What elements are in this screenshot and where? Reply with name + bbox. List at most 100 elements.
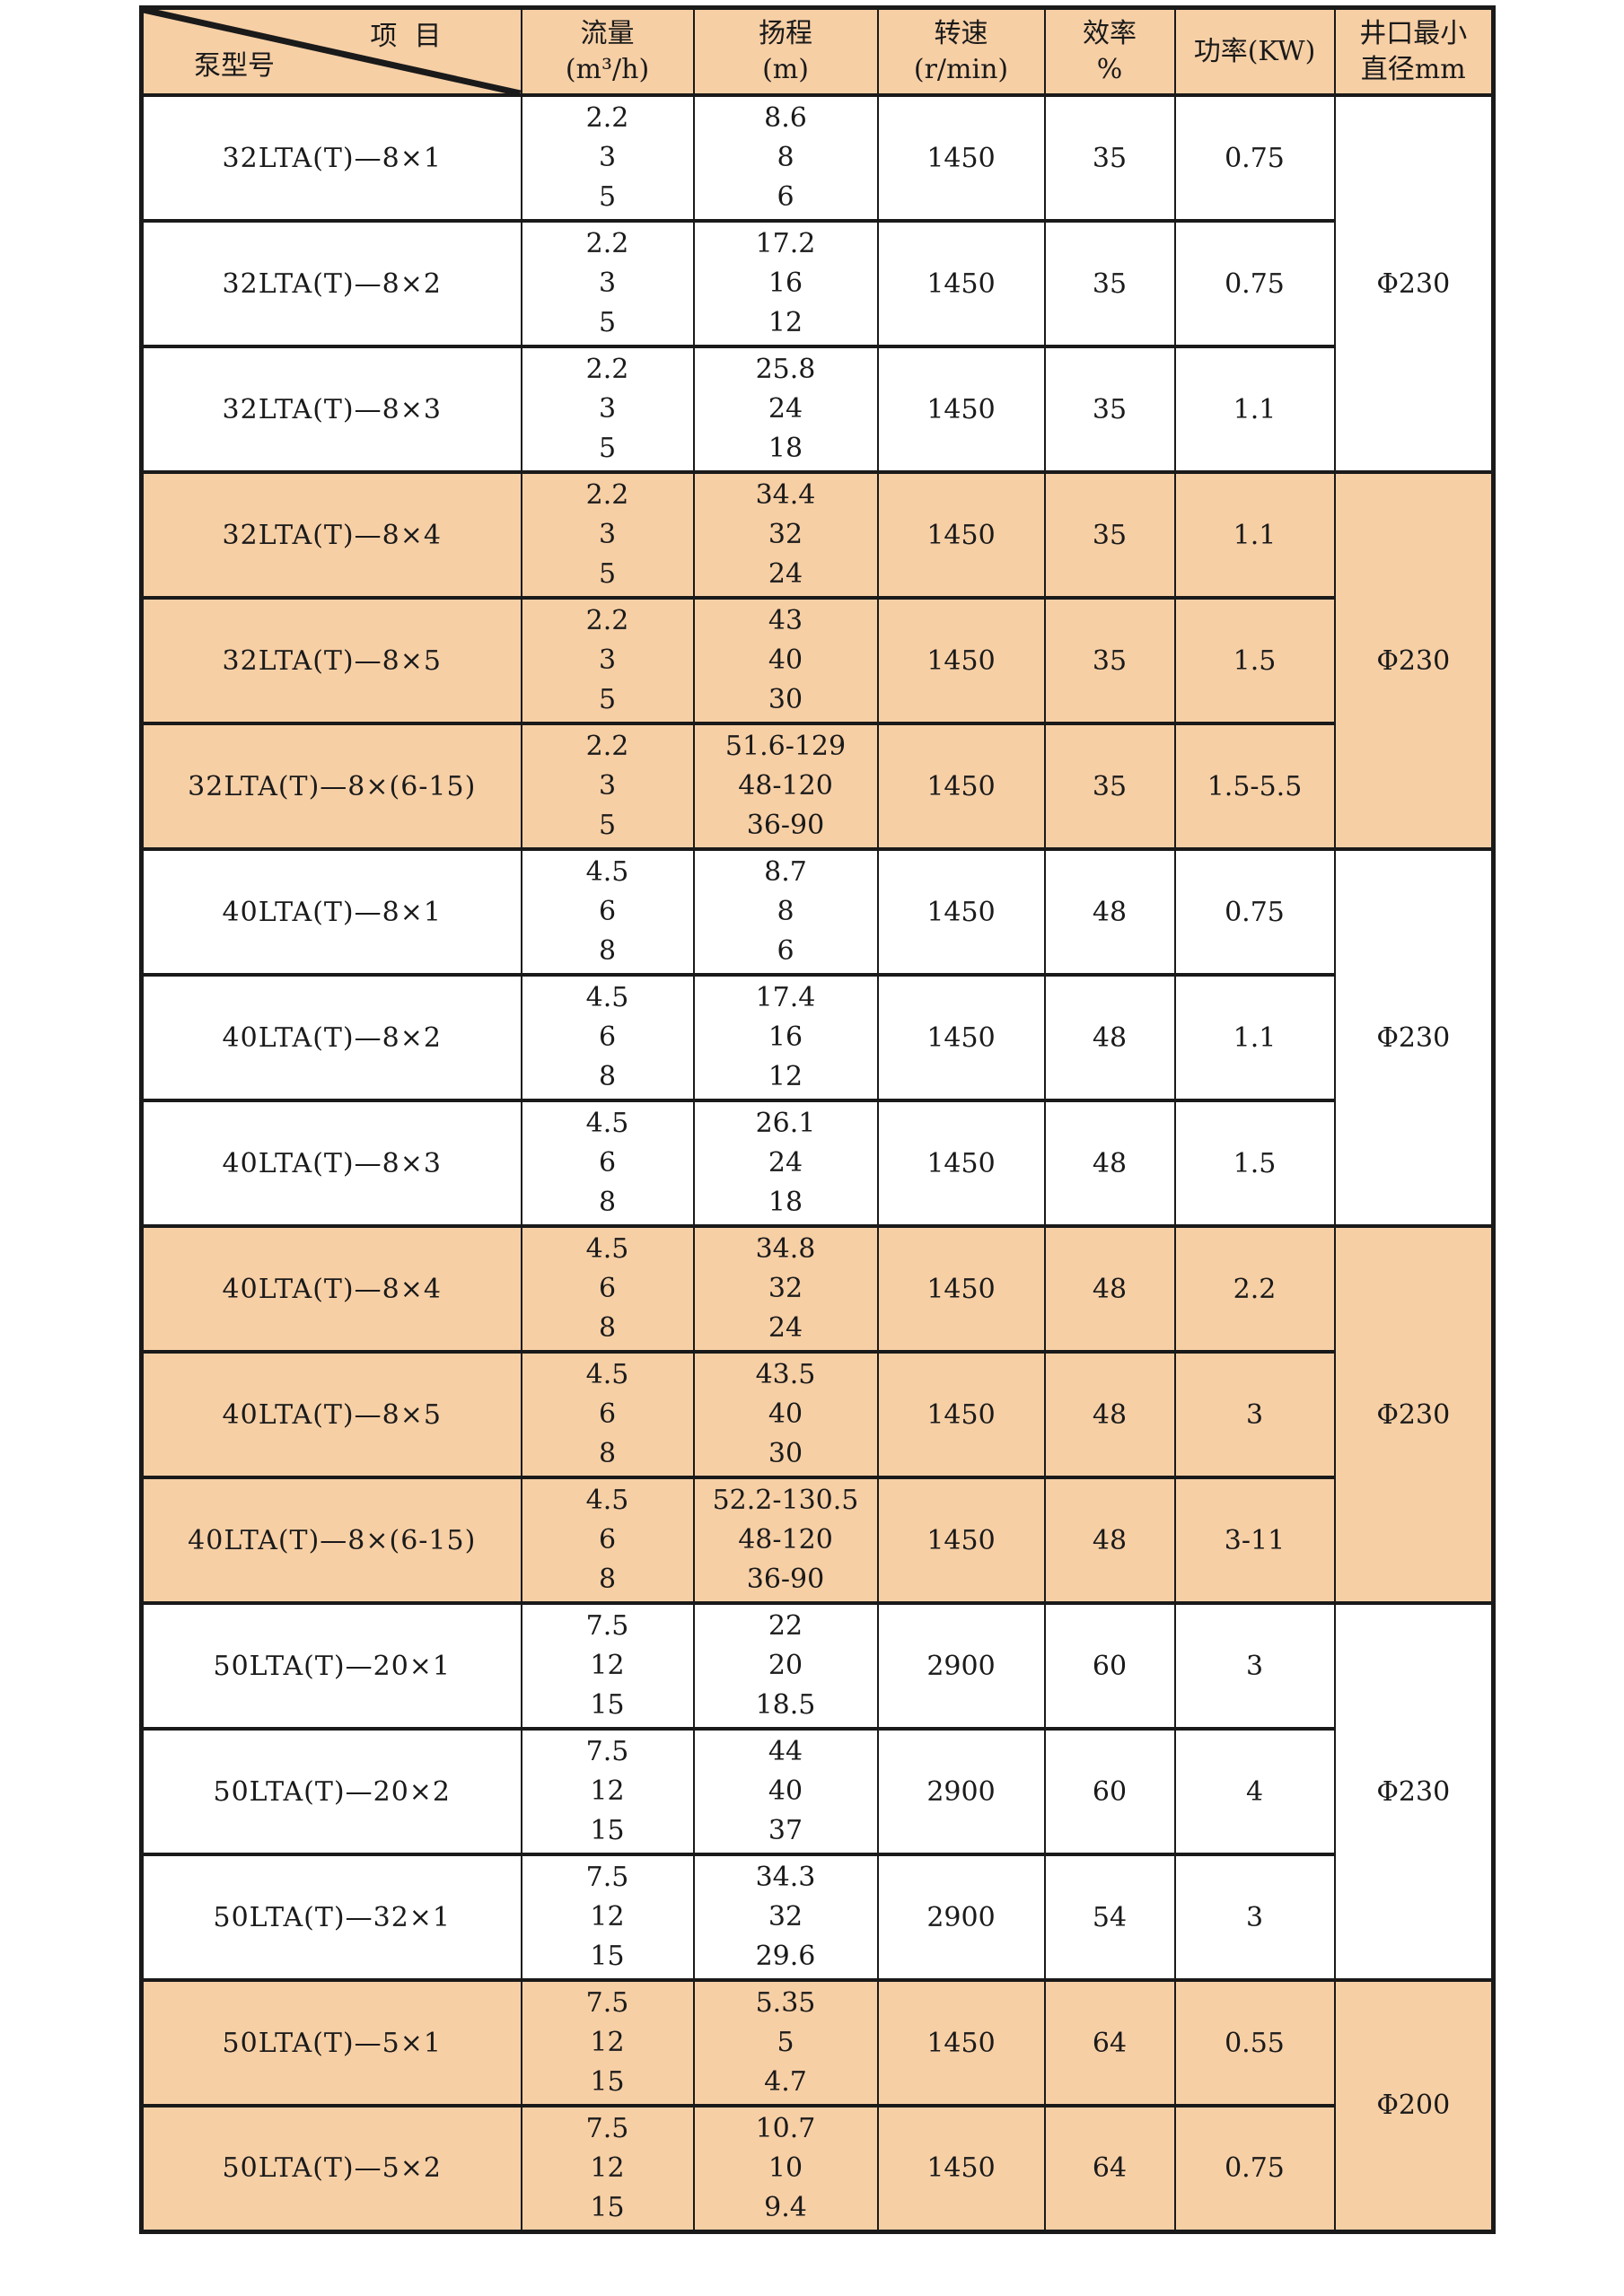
speed-cell: 1450 bbox=[876, 973, 1046, 1102]
header-eff-unit: % bbox=[1096, 53, 1123, 85]
table-row: 40LTA(T)—8×1 4.5 6 8 8.7 8 6 1450 48 0.7… bbox=[140, 847, 1495, 1228]
speed-cell: 1450 bbox=[876, 722, 1046, 851]
flow-cell: 4.5 6 8 bbox=[520, 973, 695, 1102]
table-row: 50LTA(T)—5×2 7.5 12 15 10.7 10 9.4 1450 … bbox=[140, 2104, 1494, 2233]
model-cell: 50LTA(T)—5×1 bbox=[140, 1978, 522, 2108]
speed-cell: 1450 bbox=[876, 1350, 1046, 1479]
head-cell: 10.7 10 9.4 bbox=[692, 2104, 879, 2233]
flow-cell: 4.5 6 8 bbox=[520, 1476, 695, 1605]
head-cell: 43 40 30 bbox=[692, 596, 879, 725]
model-cell: 32LTA(T)—8×4 bbox=[140, 470, 522, 600]
efficiency-cell: 35 bbox=[1043, 596, 1176, 725]
flow-cell: 7.5 12 15 bbox=[520, 1727, 695, 1856]
power-cell: 1.1 bbox=[1173, 973, 1336, 1102]
efficiency-cell: 48 bbox=[1043, 1224, 1176, 1354]
power-cell: 0.75 bbox=[1173, 93, 1336, 223]
speed-cell: 1450 bbox=[876, 345, 1046, 474]
table-row: 32LTA(T)—8×4 2.2 3 5 34.4 32 24 1450 35 … bbox=[140, 470, 1495, 851]
table-header: 项 目 泵型号 流量 (m³/h) 扬程 (m) 转速 (r/min) 效率 %… bbox=[140, 5, 1495, 97]
flow-cell: 2.2 3 5 bbox=[520, 596, 695, 725]
diameter-cell: Φ230 bbox=[1333, 1224, 1495, 1605]
speed-cell: 1450 bbox=[876, 470, 1046, 600]
pump-spec-table: 项 目 泵型号 流量 (m³/h) 扬程 (m) 转速 (r/min) 效率 %… bbox=[139, 5, 1496, 2234]
header-model-label: 泵型号 bbox=[194, 50, 275, 82]
power-cell: 1.5-5.5 bbox=[1173, 722, 1336, 851]
table-row: 40LTA(T)—8×3 4.5 6 8 26.1 24 18 1450 48 … bbox=[140, 1099, 1494, 1228]
power-cell: 0.75 bbox=[1173, 2104, 1336, 2233]
flow-cell: 7.5 12 15 bbox=[520, 1853, 695, 1982]
head-cell: 17.2 16 12 bbox=[692, 219, 879, 348]
head-cell: 26.1 24 18 bbox=[692, 1099, 879, 1228]
power-cell: 3 bbox=[1173, 1601, 1336, 1731]
header-diameter-line2: 直径mm bbox=[1360, 53, 1466, 85]
model-cell: 40LTA(T)—8×2 bbox=[140, 973, 522, 1102]
flow-cell: 7.5 12 15 bbox=[520, 1978, 695, 2108]
model-cell: 40LTA(T)—8×1 bbox=[140, 847, 522, 977]
model-cell: 50LTA(T)—20×2 bbox=[140, 1727, 522, 1856]
power-cell: 3 bbox=[1173, 1853, 1336, 1982]
power-cell: 1.1 bbox=[1173, 345, 1336, 474]
flow-cell: 7.5 12 15 bbox=[520, 1601, 695, 1731]
efficiency-cell: 35 bbox=[1043, 345, 1176, 474]
efficiency-cell: 64 bbox=[1043, 1978, 1176, 2108]
head-cell: 44 40 37 bbox=[692, 1727, 879, 1856]
flow-cell: 2.2 3 5 bbox=[520, 470, 695, 600]
table-row: 32LTA(T)—8×5 2.2 3 5 43 40 30 1450 35 1.… bbox=[140, 596, 1494, 725]
head-cell: 34.8 32 24 bbox=[692, 1224, 879, 1354]
model-cell: 40LTA(T)—8×(6-15) bbox=[140, 1476, 522, 1605]
efficiency-cell: 35 bbox=[1043, 93, 1176, 223]
head-cell: 51.6-129 48-120 36-90 bbox=[692, 722, 879, 851]
speed-cell: 1450 bbox=[876, 1224, 1046, 1354]
header-corner-cell: 项 目 泵型号 bbox=[140, 5, 522, 97]
speed-cell: 1450 bbox=[876, 1978, 1046, 2108]
table-row: 32LTA(T)—8×3 2.2 3 5 25.8 24 18 1450 35 … bbox=[140, 345, 1494, 474]
flow-cell: 2.2 3 5 bbox=[520, 219, 695, 348]
power-cell: 3-11 bbox=[1173, 1476, 1336, 1605]
table-row: 50LTA(T)—5×1 7.5 12 15 5.35 5 4.7 1450 6… bbox=[140, 1978, 1495, 2233]
power-cell: 3 bbox=[1173, 1350, 1336, 1479]
header-power-label: 功率(KW) bbox=[1193, 35, 1316, 67]
header-speed: 转速 (r/min) bbox=[876, 5, 1046, 97]
model-cell: 32LTA(T)—8×(6-15) bbox=[140, 722, 522, 851]
model-cell: 32LTA(T)—8×2 bbox=[140, 219, 522, 348]
efficiency-cell: 64 bbox=[1043, 2104, 1176, 2233]
speed-cell: 1450 bbox=[876, 2104, 1046, 2233]
diameter-cell: Φ230 bbox=[1333, 1601, 1495, 1982]
model-cell: 50LTA(T)—32×1 bbox=[140, 1853, 522, 1982]
model-cell: 32LTA(T)—8×1 bbox=[140, 93, 522, 223]
header-row: 项 目 泵型号 流量 (m³/h) 扬程 (m) 转速 (r/min) 效率 %… bbox=[140, 5, 1495, 97]
table-row: 50LTA(T)—20×1 7.5 12 15 22 20 18.5 2900 … bbox=[140, 1601, 1495, 1982]
power-cell: 0.55 bbox=[1173, 1978, 1336, 2108]
model-cell: 32LTA(T)—8×5 bbox=[140, 596, 522, 725]
head-cell: 22 20 18.5 bbox=[692, 1601, 879, 1731]
efficiency-cell: 60 bbox=[1043, 1601, 1176, 1731]
model-cell: 40LTA(T)—8×4 bbox=[140, 1224, 522, 1354]
diameter-cell: Φ200 bbox=[1333, 1978, 1495, 2233]
speed-cell: 2900 bbox=[876, 1853, 1046, 1982]
head-cell: 52.2-130.5 48-120 36-90 bbox=[692, 1476, 879, 1605]
header-head: 扬程 (m) bbox=[692, 5, 879, 97]
header-efficiency: 效率 % bbox=[1043, 5, 1176, 97]
table-row: 40LTA(T)—8×(6-15) 4.5 6 8 52.2-130.5 48-… bbox=[140, 1476, 1494, 1605]
flow-cell: 4.5 6 8 bbox=[520, 1224, 695, 1354]
table-row: 40LTA(T)—8×5 4.5 6 8 43.5 40 30 1450 48 … bbox=[140, 1350, 1494, 1479]
table-row: 32LTA(T)—8×2 2.2 3 5 17.2 16 12 1450 35 … bbox=[140, 219, 1494, 348]
speed-cell: 1450 bbox=[876, 1476, 1046, 1605]
model-cell: 32LTA(T)—8×3 bbox=[140, 345, 522, 474]
speed-cell: 1450 bbox=[876, 847, 1046, 977]
table-row: 40LTA(T)—8×2 4.5 6 8 17.4 16 12 1450 48 … bbox=[140, 973, 1494, 1102]
efficiency-cell: 60 bbox=[1043, 1727, 1176, 1856]
power-cell: 1.5 bbox=[1173, 1099, 1336, 1228]
header-diameter: 井口最小 直径mm bbox=[1333, 5, 1495, 97]
flow-cell: 4.5 6 8 bbox=[520, 1099, 695, 1228]
model-cell: 40LTA(T)—8×5 bbox=[140, 1350, 522, 1479]
diameter-cell: Φ230 bbox=[1333, 93, 1495, 474]
table-row: 50LTA(T)—20×2 7.5 12 15 44 40 37 2900 60… bbox=[140, 1727, 1494, 1856]
table-row: 50LTA(T)—32×1 7.5 12 15 34.3 32 29.6 290… bbox=[140, 1853, 1494, 1982]
diagonal-divider bbox=[144, 11, 520, 92]
speed-cell: 2900 bbox=[876, 1727, 1046, 1856]
flow-cell: 4.5 6 8 bbox=[520, 1350, 695, 1479]
efficiency-cell: 48 bbox=[1043, 1476, 1176, 1605]
header-item-label: 项 目 bbox=[370, 21, 442, 52]
efficiency-cell: 54 bbox=[1043, 1853, 1176, 1982]
